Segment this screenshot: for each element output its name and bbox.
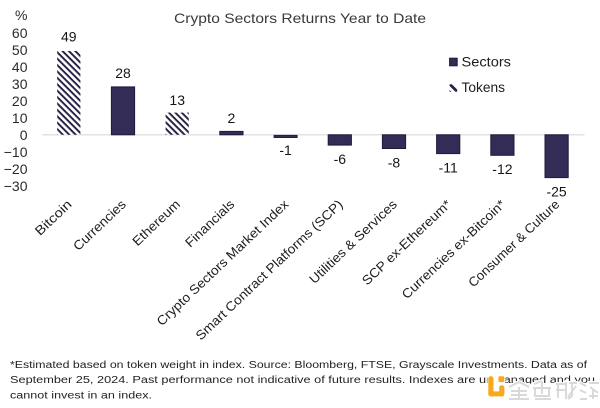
svg-text:-25: -25	[546, 184, 566, 200]
svg-text:60: 60	[12, 25, 28, 41]
svg-text:cannot invest in an index.: cannot invest in an index.	[10, 390, 152, 401]
svg-text:-12: -12	[492, 161, 512, 177]
svg-text:10: 10	[12, 110, 28, 126]
svg-text:%: %	[15, 7, 27, 23]
svg-text:-8: -8	[388, 154, 401, 170]
svg-text:Sectors: Sectors	[462, 55, 512, 70]
svg-text:50: 50	[12, 42, 28, 58]
svg-text:28: 28	[115, 65, 131, 81]
svg-text:30: 30	[12, 76, 28, 92]
svg-text:49: 49	[61, 28, 77, 44]
svg-text:Crypto Sectors Returns Year to: Crypto Sectors Returns Year to Date	[174, 10, 426, 26]
svg-text:-1: -1	[279, 142, 292, 158]
svg-text:20: 20	[12, 93, 28, 109]
svg-text:−20: −20	[4, 161, 28, 177]
svg-text:-11: -11	[439, 160, 458, 176]
svg-text:2: 2	[228, 110, 236, 126]
svg-text:−10: −10	[4, 144, 28, 160]
svg-text:-6: -6	[334, 151, 347, 167]
svg-text:*Estimated based on token weig: *Estimated based on token weight in inde…	[10, 360, 587, 371]
svg-text:Tokens: Tokens	[462, 80, 506, 95]
svg-text:0: 0	[20, 127, 28, 143]
svg-text:−30: −30	[4, 178, 28, 194]
svg-text:40: 40	[12, 59, 28, 75]
svg-text:September 25, 2024. Past perfo: September 25, 2024. Past performance not…	[10, 375, 595, 386]
svg-text:13: 13	[169, 92, 185, 108]
